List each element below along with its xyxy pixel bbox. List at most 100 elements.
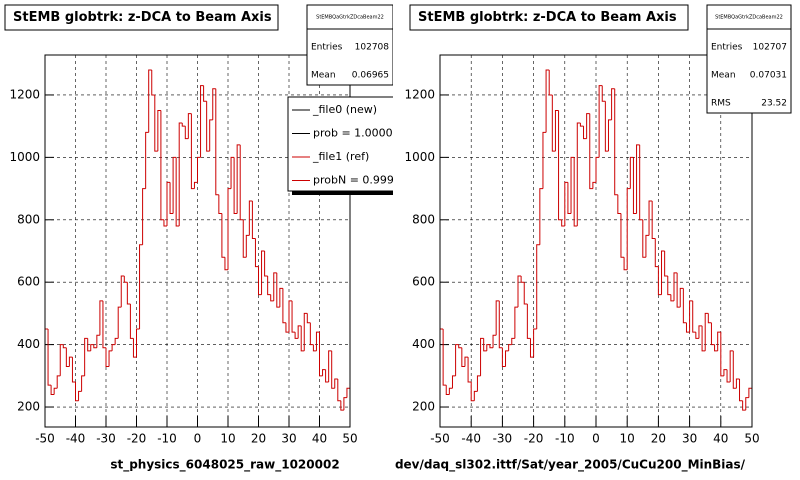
pad: 200 400 600 800 1000 1200 -50 -40 -30 -20 -10 0 10 20… xyxy=(395,4,792,473)
histogram-bin xyxy=(224,257,228,271)
x-tick-label: 50 xyxy=(744,432,759,446)
legend-box xyxy=(287,96,393,192)
histogram-bin xyxy=(154,94,158,152)
x-tick-label: 40 xyxy=(713,432,728,446)
histogram-bin xyxy=(523,282,528,305)
histogram-bin xyxy=(476,375,481,392)
histogram-bin xyxy=(136,328,140,358)
histogram-bin xyxy=(163,219,167,227)
histogram-bin xyxy=(242,219,247,258)
histogram-bin xyxy=(501,347,506,367)
histogram-bin xyxy=(288,300,293,333)
histogram-bin xyxy=(511,337,515,345)
title-box xyxy=(4,4,279,31)
stats-value: 102708 xyxy=(355,43,390,53)
histogram-bin xyxy=(218,194,222,215)
histogram-bin xyxy=(126,282,131,305)
histogram-bin xyxy=(312,344,317,352)
plot-border xyxy=(439,54,753,428)
stats-value: 23.52 xyxy=(761,99,787,109)
histogram-bin xyxy=(498,300,503,349)
y-tick-label: 200 xyxy=(17,400,40,414)
histogram-bin xyxy=(331,350,335,389)
histogram-bin xyxy=(704,312,709,351)
histogram-bin xyxy=(617,194,621,215)
x-tick-label: 50 xyxy=(342,432,357,446)
legend-label: probN = 0.99999 xyxy=(313,174,408,187)
histogram-bin xyxy=(148,69,152,133)
stats-title: StEMBQaGtrkZDcaBeam22 xyxy=(715,15,783,21)
x-tick-label: -20 xyxy=(127,432,147,446)
histogram-bin xyxy=(545,69,550,133)
histogram-bin xyxy=(261,250,265,295)
y-tick-label: 800 xyxy=(412,212,435,226)
histogram-bin xyxy=(87,338,91,352)
histogram-bin xyxy=(172,156,177,214)
histogram-bin xyxy=(306,313,311,324)
histogram-bin xyxy=(695,332,699,339)
histogram-bin xyxy=(589,113,593,190)
histogram-bin xyxy=(297,325,302,339)
histogram-bin xyxy=(676,272,681,308)
histogram-bin xyxy=(505,350,509,367)
histogram-bin xyxy=(184,126,189,140)
histogram-bin xyxy=(542,131,547,189)
stats-value: 0.07031 xyxy=(750,71,787,81)
histogram-bin xyxy=(102,300,106,349)
histogram-bin xyxy=(642,219,646,258)
histogram-bin xyxy=(71,357,76,383)
histogram-bin xyxy=(251,201,256,240)
histogram-bin xyxy=(254,238,259,268)
histogram-bin xyxy=(227,188,232,270)
histogram-bin xyxy=(517,275,522,308)
x-tick-label: 30 xyxy=(281,432,296,446)
histogram-bin xyxy=(614,88,618,196)
histogram-bin xyxy=(81,375,85,392)
x-tick-label: -50 xyxy=(430,432,450,446)
histogram-bin xyxy=(157,110,161,152)
histogram-bin xyxy=(56,375,61,389)
histogram-bin xyxy=(328,350,332,383)
stats-label: Entries xyxy=(711,43,743,53)
histogram-bin xyxy=(458,344,462,349)
histogram-bin xyxy=(679,287,684,308)
histogram-bin xyxy=(473,390,478,401)
histogram-bin xyxy=(742,400,746,411)
histogram-bin xyxy=(445,385,450,396)
histogram-bin xyxy=(315,331,320,351)
histogram-bin xyxy=(346,387,350,398)
histogram-bin xyxy=(455,344,459,376)
histogram-bin xyxy=(551,94,556,152)
histogram-bin xyxy=(745,397,749,411)
histogram-bin xyxy=(526,304,531,339)
histogram-bin xyxy=(554,110,559,152)
histogram-bin xyxy=(117,306,122,339)
histogram-bin xyxy=(579,123,584,127)
x-tick-label: -50 xyxy=(35,432,55,446)
histogram-bin xyxy=(623,257,628,271)
x-tick-label: 20 xyxy=(251,432,266,446)
histogram-bin xyxy=(108,350,113,367)
histogram-bin xyxy=(548,69,553,96)
x-tick-label: -10 xyxy=(157,432,177,446)
histogram-bin xyxy=(193,181,198,189)
x-tick-label: -40 xyxy=(66,432,86,446)
histogram-bin xyxy=(657,266,662,296)
histogram-bin xyxy=(53,387,58,395)
histogram-bin xyxy=(464,356,469,367)
histogram-bin xyxy=(343,397,347,411)
histogram-bin xyxy=(539,188,543,245)
histogram-bin xyxy=(294,332,299,339)
histogram-bin xyxy=(508,344,512,351)
histogram-bin xyxy=(670,294,674,302)
histogram-bin xyxy=(598,85,603,158)
histogram-bin xyxy=(692,300,696,333)
histogram-bin xyxy=(492,334,497,348)
histogram-bin xyxy=(233,157,238,215)
histogram-bin xyxy=(567,182,572,215)
histogram-bin xyxy=(78,390,82,401)
histogram-bin xyxy=(59,344,64,376)
histogram-bin xyxy=(129,304,134,339)
histogram-bin xyxy=(267,275,271,296)
